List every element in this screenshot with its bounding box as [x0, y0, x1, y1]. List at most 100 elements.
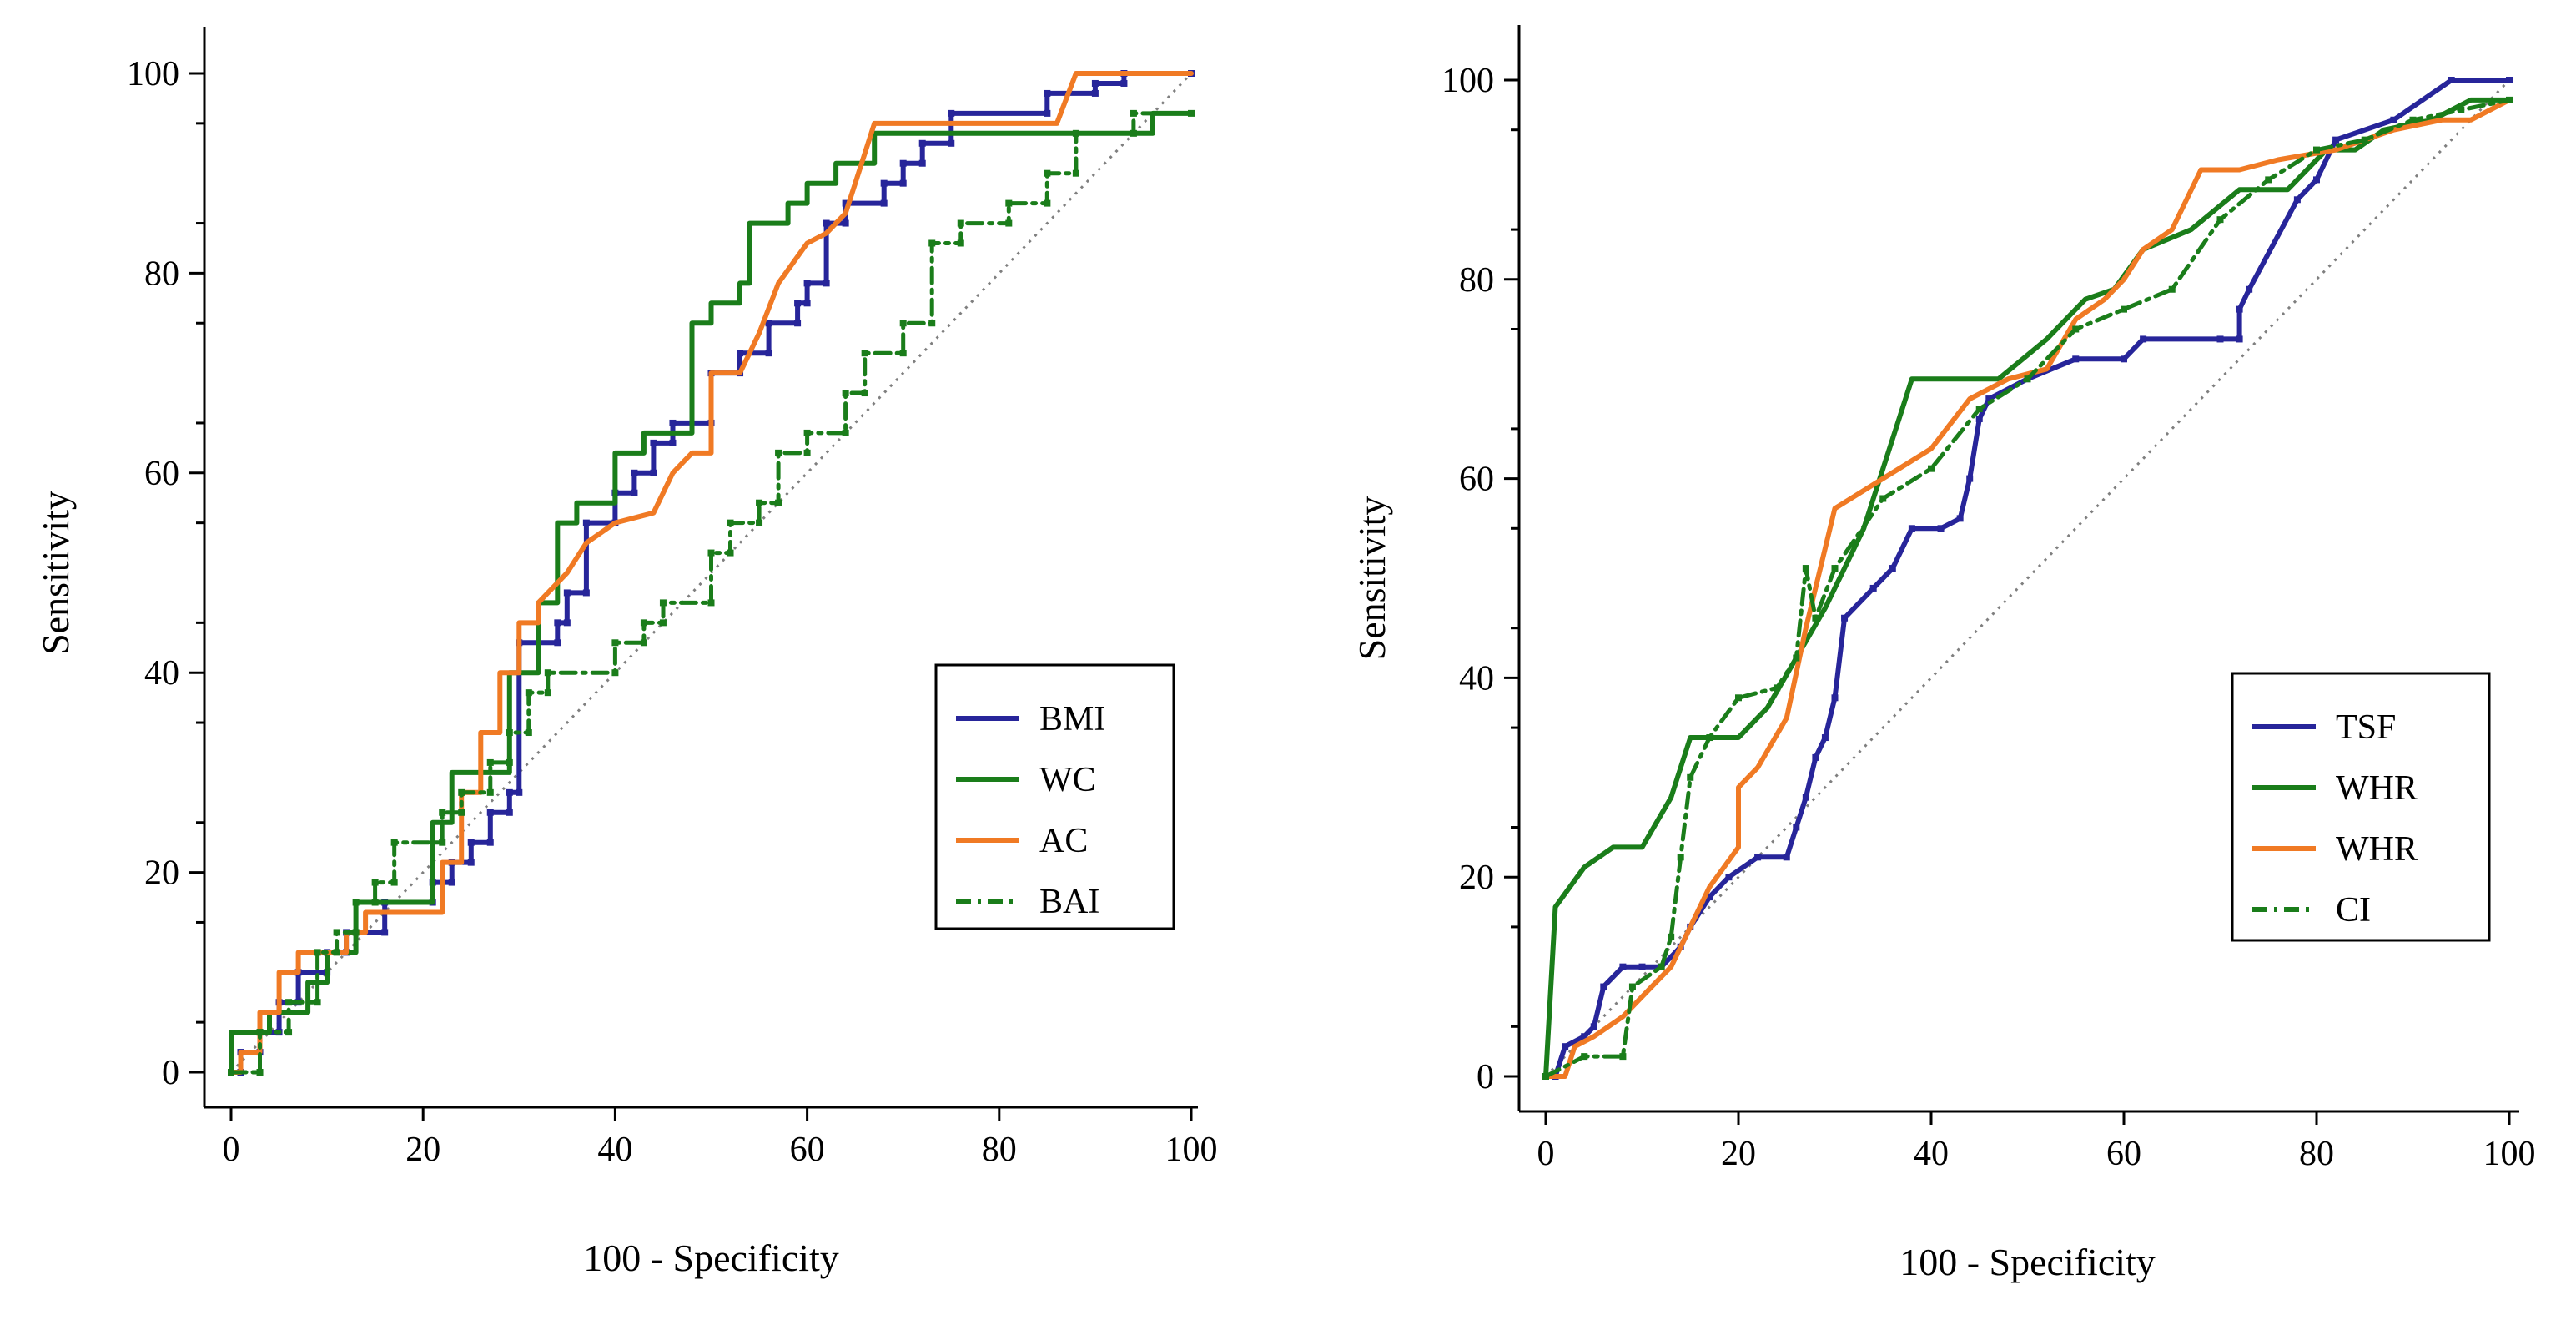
data-point	[1005, 199, 1013, 207]
x-tick: 80	[982, 1107, 1017, 1169]
data-point	[256, 1069, 264, 1076]
legend-right: TSF WHR WHR CI	[2231, 672, 2491, 942]
data-point	[1956, 515, 1964, 522]
data-point	[2390, 116, 2397, 123]
legend-label: WHR	[2336, 830, 2418, 869]
x-tick-label: 60	[2106, 1135, 2141, 1173]
data-point	[2332, 136, 2340, 144]
data-point	[1091, 89, 1099, 97]
x-tick: 80	[2299, 1111, 2334, 1173]
y-tick-label: 40	[144, 654, 179, 693]
legend-item-ci: CI	[2252, 891, 2371, 930]
data-point	[861, 390, 868, 397]
data-point	[1668, 933, 1675, 940]
x-tick-label: 20	[405, 1131, 440, 1169]
y-ticks: 0 20 40 60 80 100	[127, 55, 204, 1092]
y-axis-title: Sensitivity	[1351, 496, 1393, 661]
data-point	[2448, 77, 2455, 83]
y-ticks: 0 20 40 60 80 100	[1441, 62, 1519, 1096]
data-point	[525, 689, 532, 697]
data-point	[1581, 1053, 1588, 1061]
data-point	[582, 519, 590, 526]
x-tick-label: 40	[597, 1131, 632, 1169]
data-point	[1841, 614, 1849, 622]
y-minor-ticks	[196, 122, 204, 1024]
y-tick-label: 40	[1459, 659, 1494, 698]
series-line-ac-2	[229, 71, 1194, 1075]
data-point	[1628, 983, 1636, 990]
data-point	[899, 179, 907, 187]
data-point	[2506, 77, 2513, 83]
data-point	[2361, 136, 2368, 144]
data-point	[1889, 565, 1896, 572]
data-point	[823, 219, 830, 227]
data-point	[1821, 734, 1829, 742]
y-tick: 40	[1459, 659, 1519, 698]
legend-item-bai: BAI	[956, 883, 1099, 921]
data-point	[842, 429, 849, 436]
data-point	[2121, 305, 2127, 313]
data-point	[1831, 694, 1839, 702]
x-tick: 60	[790, 1107, 825, 1169]
data-point	[1130, 129, 1137, 137]
data-point	[1600, 983, 1607, 990]
data-point	[1802, 794, 1809, 801]
data-point	[506, 758, 513, 766]
data-point	[1188, 109, 1195, 117]
data-point	[640, 639, 647, 647]
y-tick-label: 20	[144, 854, 179, 893]
x-tick-label: 0	[1537, 1135, 1555, 1173]
data-point	[794, 320, 802, 327]
data-point	[554, 619, 561, 627]
data-point	[1869, 584, 1877, 592]
x-tick: 100	[1165, 1107, 1218, 1169]
series-line-whr-2	[1543, 97, 2512, 1079]
data-point	[756, 519, 763, 526]
data-point	[640, 619, 647, 627]
data-point	[390, 879, 398, 886]
x-tick: 0	[1537, 1111, 1555, 1173]
data-point	[2293, 196, 2301, 204]
y-tick: 0	[162, 1054, 204, 1092]
data-point	[737, 350, 744, 357]
data-point	[1130, 109, 1137, 117]
data-point	[2072, 325, 2080, 333]
data-point	[333, 949, 340, 956]
y-tick: 100	[127, 55, 204, 93]
data-point	[1706, 734, 1713, 742]
data-point	[1783, 854, 1790, 861]
data-point	[525, 729, 532, 737]
legend-item-whr-orange: WHR	[2252, 830, 2418, 869]
data-point	[2458, 106, 2465, 113]
data-point	[506, 729, 513, 737]
data-point	[439, 809, 446, 816]
data-point	[611, 669, 619, 677]
data-point	[1966, 475, 1974, 482]
data-point	[611, 639, 619, 647]
y-tick-label: 80	[1459, 261, 1494, 300]
data-point	[1754, 854, 1762, 861]
data-point	[707, 599, 715, 607]
data-point	[486, 839, 494, 846]
data-point	[948, 139, 955, 147]
x-tick: 60	[2106, 1111, 2141, 1173]
data-point	[314, 949, 321, 956]
reference-diagonal	[229, 72, 1193, 1074]
data-point	[1985, 395, 1993, 403]
data-point	[467, 859, 475, 866]
data-point	[352, 929, 360, 936]
y-tick: 80	[1459, 261, 1519, 300]
data-point	[1562, 1043, 1569, 1050]
y-tick-label: 100	[127, 55, 179, 93]
data-point	[2024, 375, 2031, 383]
data-point	[285, 1029, 293, 1036]
data-point	[486, 788, 494, 796]
data-point	[803, 280, 811, 287]
chart-left: 0 20 40 60 80 100 0 20 40 60 80 100 100 …	[34, 27, 1218, 1279]
reference-diagonal	[1544, 78, 2511, 1078]
chart-right: 0 20 40 60 80 100 0 20 40 60 80 100 100 …	[1351, 25, 2536, 1283]
x-tick-label: 0	[223, 1131, 240, 1169]
data-point	[1802, 565, 1809, 572]
x-tick: 20	[1721, 1111, 1756, 1173]
data-point	[928, 320, 936, 327]
